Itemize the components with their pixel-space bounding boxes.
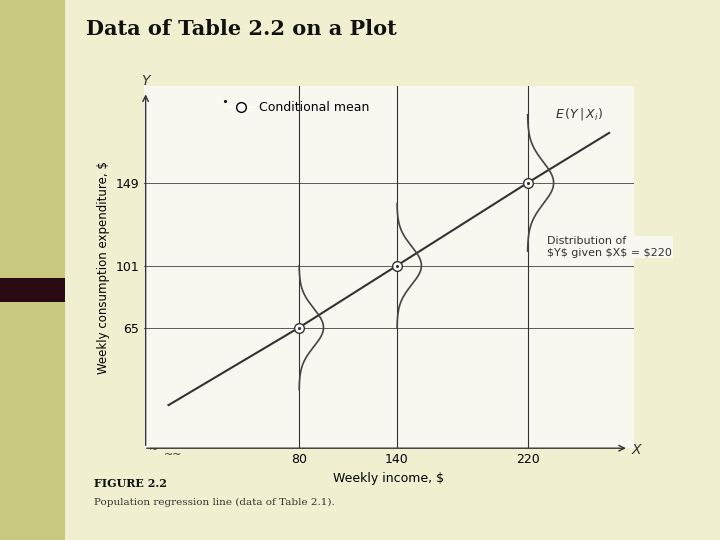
Legend: Conditional mean: Conditional mean	[224, 96, 374, 119]
Text: FIGURE 2.2: FIGURE 2.2	[94, 478, 166, 489]
Text: Y: Y	[141, 74, 150, 88]
Text: Data of Table 2.2 on a Plot: Data of Table 2.2 on a Plot	[86, 19, 397, 39]
Text: ~: ~	[149, 445, 158, 455]
Text: ~~: ~~	[163, 450, 182, 460]
Text: Population regression line (data of Table 2.1).: Population regression line (data of Tabl…	[94, 498, 334, 507]
Y-axis label: Weekly consumption expenditure, $: Weekly consumption expenditure, $	[96, 161, 110, 374]
Text: $E\,(Y\,|\,X_i)$: $E\,(Y\,|\,X_i)$	[555, 106, 603, 122]
Text: Distribution of
$Y$ given $X$ = $220: Distribution of $Y$ given $X$ = $220	[547, 237, 672, 258]
X-axis label: Weekly income, $: Weekly income, $	[333, 471, 444, 484]
Text: X: X	[632, 443, 642, 457]
